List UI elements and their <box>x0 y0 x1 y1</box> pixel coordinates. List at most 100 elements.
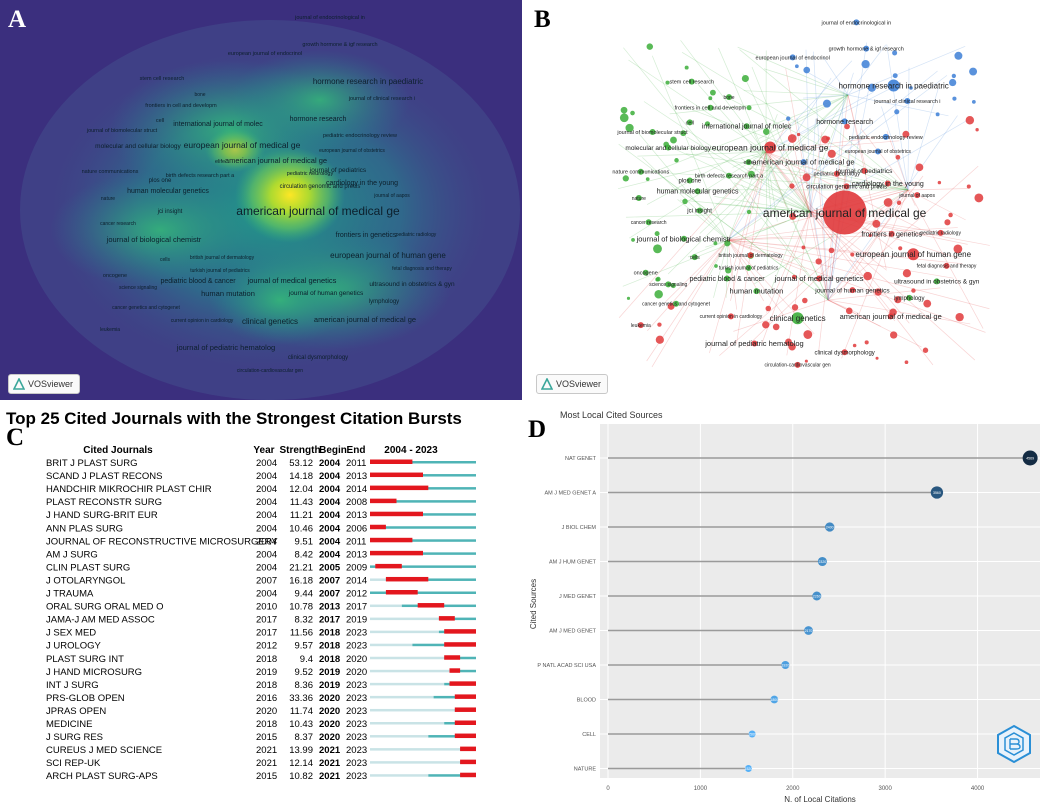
lollipop-point <box>804 626 813 635</box>
density-label: elife <box>215 159 225 165</box>
journal-name: SCAND J PLAST RECONS <box>46 471 163 482</box>
burst-segment <box>370 511 423 517</box>
network-node <box>743 123 750 130</box>
network-edge <box>657 173 829 301</box>
journal-name: AM J SURG <box>46 549 98 560</box>
network-label: current opinion in cardiology <box>700 314 763 320</box>
network-node <box>874 288 882 296</box>
journal-name: SCI REP-UK <box>46 758 101 769</box>
network-edge <box>765 211 811 313</box>
network-node <box>953 244 963 254</box>
network-edge <box>742 73 811 213</box>
network-edge <box>741 206 811 213</box>
network-label: european journal of endocrinol <box>756 55 830 61</box>
network-edge <box>827 42 868 301</box>
journal-year: 2010 <box>256 602 277 613</box>
panel-c-citation-bursts: Top 25 Cited Journals with the Strongest… <box>0 404 522 806</box>
network-node <box>630 110 635 116</box>
network-node <box>670 283 676 289</box>
timeline-pre <box>370 656 445 660</box>
network-edge <box>907 189 984 329</box>
network-edge <box>847 46 966 96</box>
network-node <box>902 130 910 138</box>
network-node <box>833 170 840 177</box>
vosviewer-badge: VOSviewer <box>8 374 80 394</box>
network-edge <box>765 151 910 324</box>
burst-strength: 8.42 <box>295 549 314 560</box>
network-edge <box>650 94 849 174</box>
density-label: pediatric endocrinology review <box>323 133 397 139</box>
burst-strength: 8.32 <box>295 615 314 626</box>
burst-begin: 2021 <box>319 745 341 756</box>
timeline-pre <box>370 708 455 712</box>
density-label: plos one <box>149 178 172 184</box>
density-label: european journal of endocrinol <box>228 51 302 57</box>
network-node <box>933 278 940 285</box>
network-edge <box>907 189 916 206</box>
network-node <box>949 78 957 87</box>
burst-segment <box>370 485 429 491</box>
network-edge <box>622 211 811 287</box>
y-tick-label: J MED GENET <box>559 594 597 600</box>
network-node <box>803 66 811 74</box>
burst-row: ANN PLAS SURG 2004 10.46 2004 2006 <box>46 523 476 534</box>
x-tick-label: 3000 <box>878 786 892 792</box>
network-edge <box>724 95 909 191</box>
network-label: circulation genomic and precis <box>806 184 887 190</box>
burst-row: MEDICINE 2018 10.43 2020 2023 <box>46 719 476 730</box>
network-node <box>867 83 876 92</box>
density-labels: journal of endocrinological in growth hor… <box>82 15 455 374</box>
journal-year: 2012 <box>256 641 277 652</box>
burst-segment <box>460 772 476 778</box>
lollipop-point <box>825 522 835 532</box>
timeline-pre <box>370 643 413 647</box>
timeline-bar <box>370 591 476 594</box>
network-edge <box>681 52 909 191</box>
burst-strength: 11.21 <box>290 510 313 521</box>
network-node <box>894 296 902 304</box>
network-nodes <box>619 19 984 368</box>
network-edge <box>786 211 811 356</box>
network-node <box>948 212 953 218</box>
network-edge <box>714 196 811 213</box>
network-edge <box>736 151 767 345</box>
network-node <box>674 158 679 163</box>
burst-row: PLAST RECONSTR SURG 2004 11.43 2004 2008 <box>46 497 476 508</box>
burst-begin: 2020 <box>319 693 340 704</box>
burst-header-cell: End <box>347 445 366 456</box>
density-label: european journal of obstetrics <box>319 148 385 154</box>
timeline-bar <box>385 578 476 581</box>
network-label: hormone research in paediatric <box>838 81 948 90</box>
density-label: current opinion in cardiology <box>171 318 234 324</box>
network-edge <box>886 44 909 191</box>
network-label: international journal of molec <box>702 124 792 131</box>
timeline-bar <box>370 526 476 529</box>
lollipop-point <box>930 486 944 499</box>
burst-row: SCI REP-UK 2021 12.14 2021 2023 <box>46 758 476 769</box>
y-tick-label: P NATL ACAD SCI USA <box>537 663 596 669</box>
density-label: stem cell research <box>140 76 185 82</box>
network-node <box>796 132 801 137</box>
timeline-bar <box>370 461 476 464</box>
density-label: ultrasound in obstetrics & gyn <box>369 281 455 288</box>
panel-letter-a: A <box>8 6 27 33</box>
network-edge <box>667 94 849 275</box>
network-node <box>684 65 689 70</box>
journal-year: 2018 <box>256 654 277 665</box>
density-label: birth defects research part a <box>166 173 235 179</box>
network-node <box>966 184 971 189</box>
network-node <box>655 276 661 282</box>
network-node <box>727 313 734 320</box>
network-node <box>965 116 975 125</box>
network-edge <box>847 94 949 117</box>
density-label: hormone research <box>290 116 347 123</box>
burst-begin: 2019 <box>319 680 340 691</box>
burst-row: J OTOLARYNGOL 2007 16.18 2007 2014 <box>46 575 476 586</box>
network-edge <box>687 239 729 258</box>
panel-letter-b: B <box>534 6 551 33</box>
network-node <box>789 212 797 220</box>
network-edge <box>665 239 729 303</box>
network-node <box>785 338 792 346</box>
density-label: frontiers in cell and developm <box>145 103 217 109</box>
network-node <box>626 296 631 300</box>
